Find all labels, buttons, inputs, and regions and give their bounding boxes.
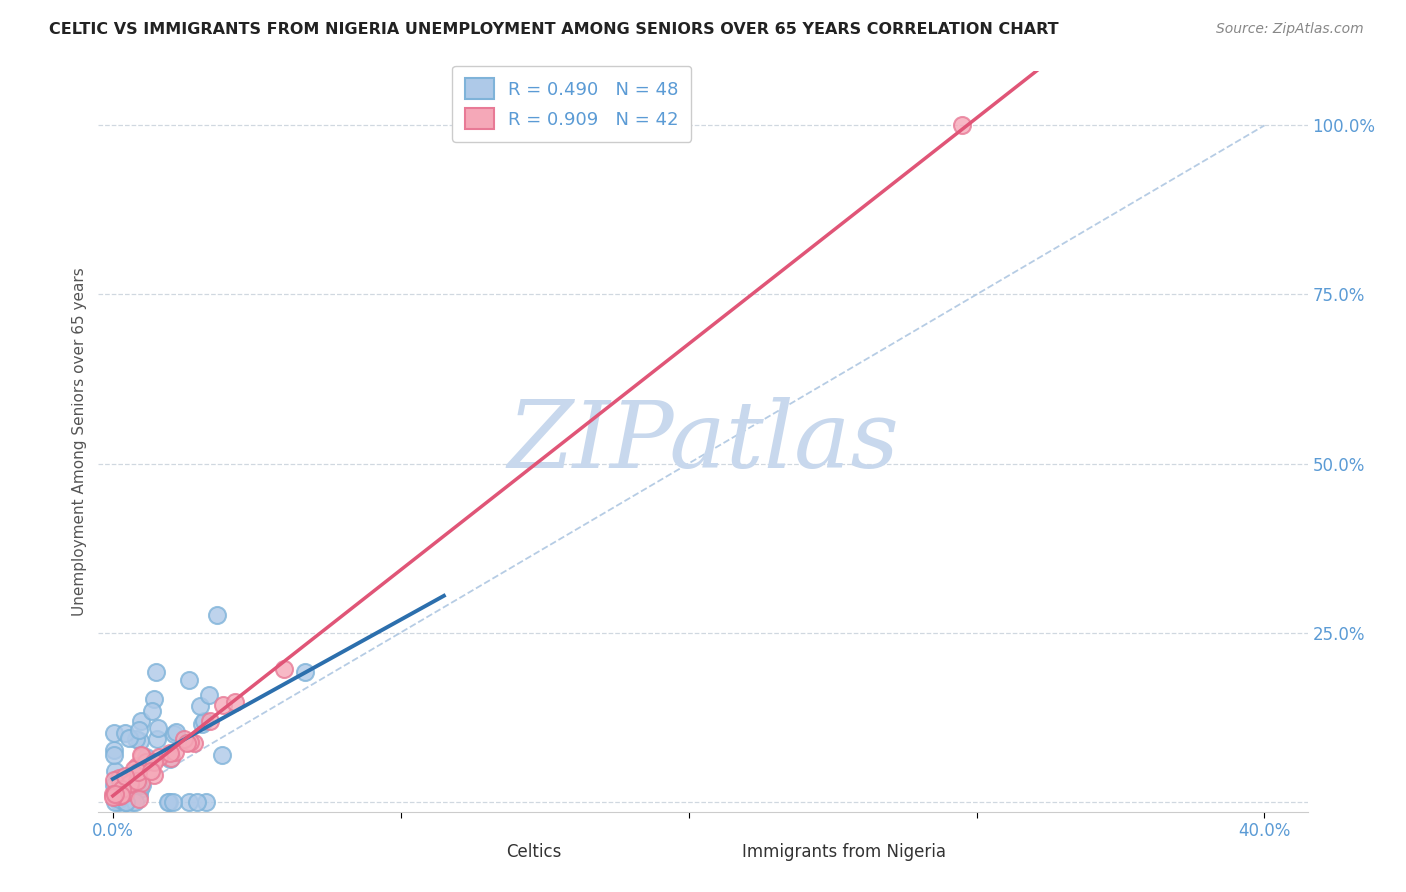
- Point: [273, 663, 295, 677]
- Point: [193, 714, 215, 728]
- Point: [198, 714, 221, 729]
- Point: [114, 786, 136, 800]
- Point: [173, 731, 195, 746]
- Point: [118, 772, 141, 786]
- Point: [207, 607, 229, 622]
- Point: [188, 699, 211, 714]
- Point: [127, 758, 149, 772]
- Point: [165, 724, 187, 739]
- Point: [148, 750, 170, 764]
- Text: CELTIC VS IMMIGRANTS FROM NIGERIA UNEMPLOYMENT AMONG SENIORS OVER 65 YEARS CORRE: CELTIC VS IMMIGRANTS FROM NIGERIA UNEMPL…: [49, 22, 1059, 37]
- Point: [117, 731, 139, 745]
- Point: [950, 119, 973, 133]
- Point: [103, 779, 125, 793]
- Point: [103, 789, 125, 804]
- Point: [125, 774, 148, 789]
- Point: [129, 748, 152, 763]
- Point: [143, 768, 166, 782]
- Point: [129, 775, 152, 789]
- Point: [120, 776, 142, 790]
- Point: [108, 792, 131, 806]
- Point: [157, 795, 180, 809]
- Point: [163, 745, 186, 759]
- Point: [107, 772, 129, 786]
- Point: [103, 788, 125, 802]
- Point: [146, 732, 169, 747]
- Point: [105, 789, 128, 803]
- Point: [224, 695, 246, 709]
- Point: [159, 752, 181, 766]
- Text: Celtics: Celtics: [506, 843, 562, 861]
- Point: [125, 731, 148, 746]
- Point: [120, 776, 142, 790]
- Point: [183, 736, 205, 750]
- Point: [129, 734, 152, 748]
- Point: [131, 778, 153, 792]
- Point: [142, 692, 165, 706]
- Point: [139, 764, 162, 778]
- Point: [186, 795, 208, 809]
- Point: [157, 795, 180, 809]
- Point: [121, 781, 143, 796]
- Text: ZIPatlas: ZIPatlas: [508, 397, 898, 486]
- Point: [146, 722, 169, 736]
- Point: [212, 698, 235, 713]
- Point: [145, 665, 167, 679]
- Text: Source: ZipAtlas.com: Source: ZipAtlas.com: [1216, 22, 1364, 37]
- Point: [211, 747, 233, 762]
- Point: [128, 781, 150, 796]
- Point: [104, 764, 127, 778]
- Point: [135, 750, 157, 764]
- Point: [142, 755, 165, 769]
- Point: [162, 795, 184, 809]
- Point: [124, 795, 146, 809]
- Point: [127, 776, 149, 790]
- Point: [103, 747, 125, 762]
- Point: [131, 749, 153, 764]
- Point: [108, 789, 131, 803]
- Point: [176, 736, 198, 750]
- Point: [114, 725, 136, 739]
- Point: [114, 795, 136, 809]
- Point: [105, 789, 128, 803]
- Point: [104, 795, 127, 809]
- Point: [103, 773, 125, 788]
- Point: [122, 762, 145, 776]
- Text: Immigrants from Nigeria: Immigrants from Nigeria: [741, 843, 946, 861]
- Point: [112, 785, 135, 799]
- Point: [128, 791, 150, 805]
- Point: [177, 673, 200, 688]
- Point: [191, 716, 214, 731]
- Point: [141, 704, 163, 718]
- Point: [114, 769, 136, 783]
- Point: [114, 795, 136, 809]
- Point: [101, 787, 124, 801]
- Point: [104, 788, 127, 802]
- Point: [104, 787, 127, 801]
- Point: [195, 795, 218, 809]
- Point: [159, 746, 181, 760]
- Point: [177, 795, 200, 809]
- Point: [179, 735, 201, 749]
- Point: [198, 688, 221, 702]
- Point: [111, 782, 134, 797]
- Y-axis label: Unemployment Among Seniors over 65 years: Unemployment Among Seniors over 65 years: [72, 268, 87, 615]
- Point: [159, 750, 181, 764]
- Point: [134, 755, 156, 769]
- Point: [103, 743, 125, 757]
- Point: [121, 795, 143, 809]
- Point: [128, 788, 150, 802]
- Point: [108, 795, 131, 809]
- Point: [127, 764, 149, 779]
- Point: [103, 725, 125, 739]
- Point: [294, 665, 316, 679]
- Point: [110, 788, 132, 802]
- Point: [128, 723, 150, 737]
- Legend: R = 0.490   N = 48, R = 0.909   N = 42: R = 0.490 N = 48, R = 0.909 N = 42: [453, 66, 692, 142]
- Point: [114, 795, 136, 809]
- Point: [129, 714, 152, 728]
- Point: [163, 727, 186, 741]
